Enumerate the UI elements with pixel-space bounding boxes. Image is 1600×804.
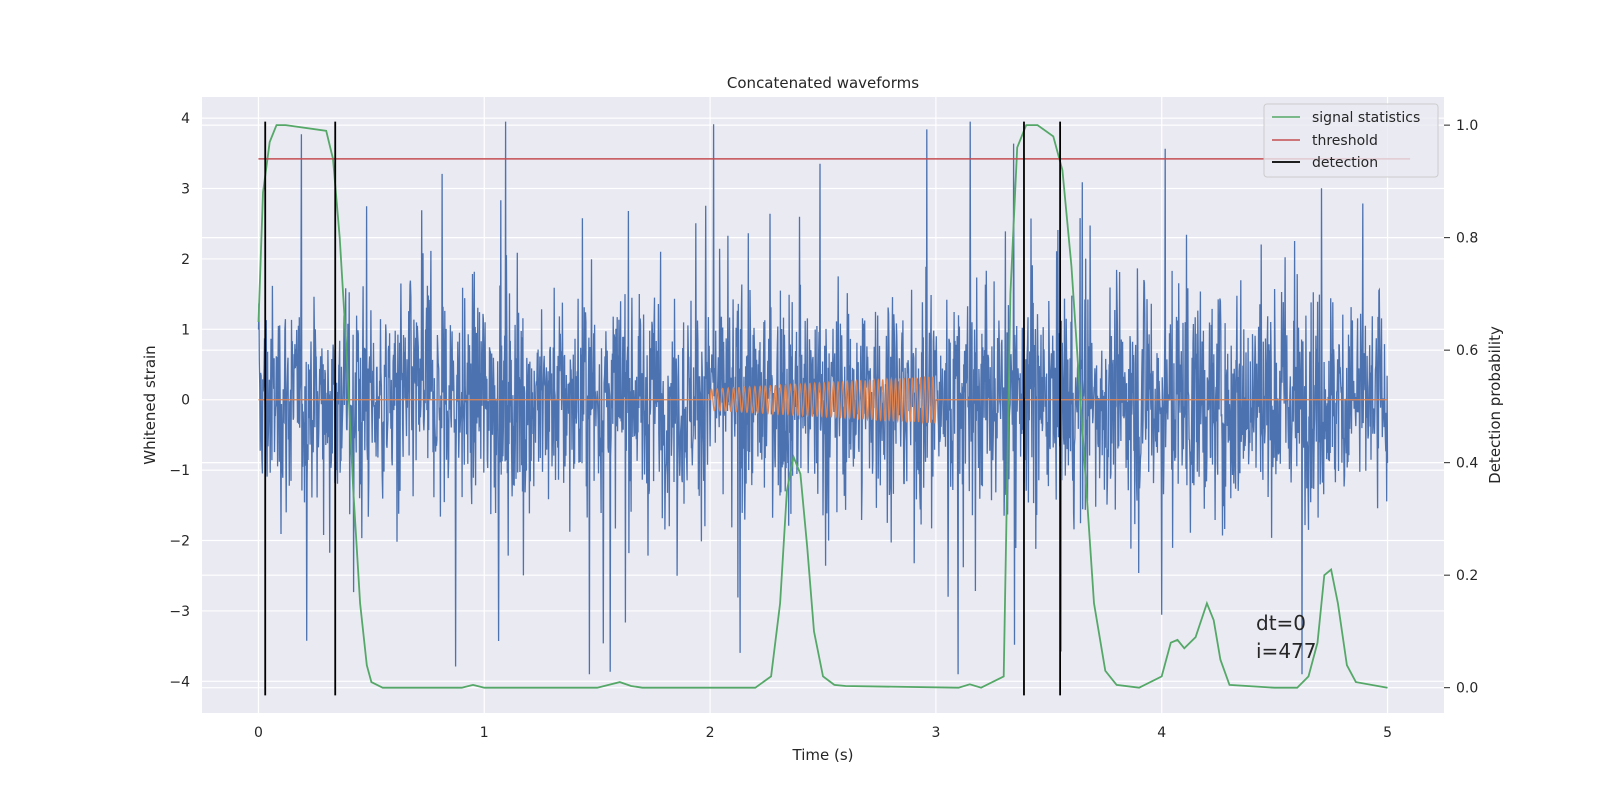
x-tick-label: 4	[1157, 725, 1166, 741]
annotation-index: i=477	[1256, 639, 1317, 663]
legend-label-threshold: threshold	[1312, 133, 1378, 149]
y-tick-label: 1	[181, 322, 190, 338]
detection-series	[264, 121, 1062, 696]
y-tick-label: −1	[169, 463, 190, 479]
y-tick-label: 3	[181, 182, 190, 198]
annotation-dt: dt=0	[1256, 611, 1306, 635]
y2-tick-label: 0.6	[1456, 343, 1478, 359]
legend-label-signal-statistics: signal statistics	[1312, 110, 1420, 126]
y-tick-label: −3	[169, 604, 190, 620]
x-tick-label: 3	[931, 725, 940, 741]
waveform-series	[258, 375, 1388, 425]
noise-trace	[257, 121, 1389, 675]
y2-tick-label: 0.2	[1456, 568, 1478, 584]
y-tick-label: −4	[169, 674, 190, 690]
y2-tick-label: 0.0	[1456, 681, 1478, 697]
x-axis-label: Time (s)	[792, 746, 854, 764]
y-tick-label: −2	[169, 534, 190, 550]
y2-axis-label: Detection probability	[1486, 326, 1504, 484]
y2-tick-label: 0.4	[1456, 456, 1478, 472]
y-tick-label: 0	[181, 393, 190, 409]
legend-label-detection: detection	[1312, 155, 1378, 171]
waveform-trace	[258, 375, 1388, 425]
legend: signal statistics threshold detection	[1263, 103, 1439, 178]
y2-tick-label: 1.0	[1456, 118, 1478, 134]
x-tick-label: 0	[254, 725, 263, 741]
x-tick-label: 1	[480, 725, 489, 741]
ticks: 0 1 2 3 4 5 −4 −3 −2 −1 0 1 2 3 4 0.0 0.2 0.4 0.6 0.8 1.0	[169, 111, 1478, 741]
y-tick-label: 2	[181, 252, 190, 268]
x-tick-label: 2	[706, 725, 715, 741]
y-tick-label: 4	[181, 111, 190, 127]
signal-statistics-line	[257, 124, 1388, 689]
legend-box	[1263, 103, 1439, 178]
y2-tick-label: 0.8	[1456, 231, 1478, 247]
y-axis-label: Whitened strain	[141, 345, 159, 464]
statistics-series	[257, 124, 1388, 689]
noise-series	[257, 121, 1389, 675]
x-tick-label: 5	[1383, 725, 1392, 741]
chart-title: Concatenated waveforms	[727, 74, 919, 92]
